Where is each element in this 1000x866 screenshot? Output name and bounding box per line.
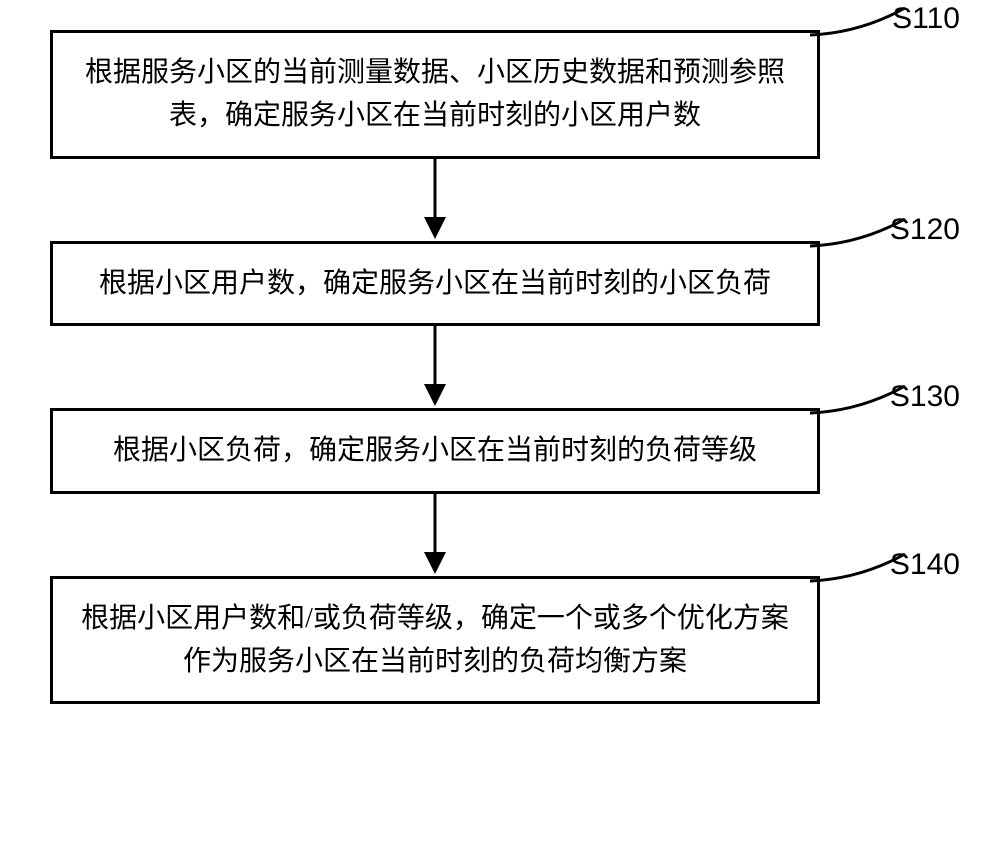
step-wrapper-s140: S140 根据小区用户数和/或负荷等级，确定一个或多个优化方案作为服务小区在当前… [50,576,950,705]
arrow-s130-s140 [50,494,820,576]
step-wrapper-s120: S120 根据小区用户数，确定服务小区在当前时刻的小区负荷 [50,241,950,326]
step-text-s140: 根据小区用户数和/或负荷等级，确定一个或多个优化方案作为服务小区在当前时刻的负荷… [73,597,797,684]
step-box-s130: 根据小区负荷，确定服务小区在当前时刻的负荷等级 [50,408,820,493]
arrow-s120-s130 [50,326,820,408]
step-box-s110: 根据服务小区的当前测量数据、小区历史数据和预测参照表，确定服务小区在当前时刻的小… [50,30,820,159]
step-text-s130: 根据小区负荷，确定服务小区在当前时刻的负荷等级 [73,429,797,472]
step-box-s140: 根据小区用户数和/或负荷等级，确定一个或多个优化方案作为服务小区在当前时刻的负荷… [50,576,820,705]
flowchart-container: S110 根据服务小区的当前测量数据、小区历史数据和预测参照表，确定服务小区在当… [50,30,950,704]
arrow-s110-s120 [50,159,820,241]
step-box-s120: 根据小区用户数，确定服务小区在当前时刻的小区负荷 [50,241,820,326]
step-label-s110: S110 [892,2,960,36]
step-text-s110: 根据服务小区的当前测量数据、小区历史数据和预测参照表，确定服务小区在当前时刻的小… [73,51,797,138]
step-label-s130: S130 [890,380,960,414]
step-label-s120: S120 [890,213,960,247]
step-text-s120: 根据小区用户数，确定服务小区在当前时刻的小区负荷 [73,262,797,305]
step-label-s140: S140 [890,548,960,582]
step-wrapper-s130: S130 根据小区负荷，确定服务小区在当前时刻的负荷等级 [50,408,950,493]
step-wrapper-s110: S110 根据服务小区的当前测量数据、小区历史数据和预测参照表，确定服务小区在当… [50,30,950,159]
